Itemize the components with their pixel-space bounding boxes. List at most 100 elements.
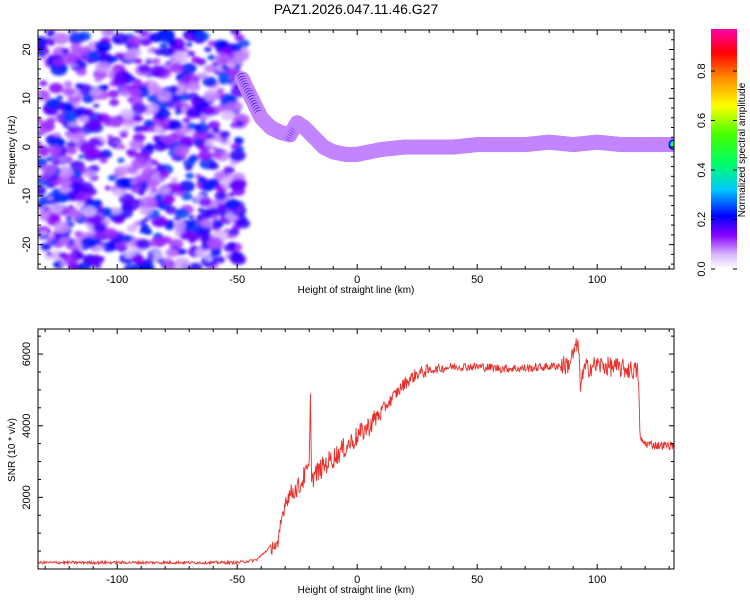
x-tick-label: -50 (229, 274, 245, 286)
x-tick-label: -100 (106, 274, 128, 286)
noise-blob (179, 135, 195, 147)
noise-blob (186, 223, 197, 231)
noise-blob (209, 248, 221, 257)
noise-blob (75, 67, 87, 76)
noise-blob (60, 103, 75, 114)
noise-blob (133, 57, 143, 65)
noise-blob (62, 112, 78, 123)
noise-blob (203, 90, 220, 102)
noise-blob (53, 132, 61, 138)
noise-blob (221, 47, 233, 56)
noise-blob (213, 39, 228, 50)
noise-blob (65, 215, 73, 221)
noise-blob (173, 257, 191, 269)
noise-blob (78, 154, 85, 159)
noise-blob (93, 263, 102, 269)
noise-blob (198, 197, 212, 207)
y-tick-label: -10 (21, 188, 33, 204)
noise-blob (68, 32, 85, 44)
spectrogram-y-axis: -20 -10 0 10 20 (21, 29, 674, 265)
noise-blob (94, 76, 103, 83)
noise-blob (93, 222, 107, 233)
noise-blob (38, 50, 45, 57)
colorbar-gradient (711, 29, 737, 269)
noise-blob (200, 218, 213, 228)
noise-blob (234, 64, 242, 69)
noise-blob (140, 38, 152, 47)
x-tick-label: 100 (588, 574, 606, 586)
noise-blob (220, 217, 228, 223)
noise-blob (132, 133, 146, 143)
noise-blob (62, 87, 75, 96)
noise-blob (66, 141, 77, 149)
noise-blob (130, 186, 140, 193)
x-tick-label: 50 (471, 274, 483, 286)
noise-blob (234, 34, 245, 42)
snr-x-label: Height of straight line (km) (298, 585, 415, 596)
noise-blob (139, 196, 157, 209)
noise-blob (146, 48, 153, 54)
noise-blob (180, 105, 188, 111)
noise-blob (229, 149, 246, 162)
y-tick-label: 10 (21, 92, 33, 104)
noise-blob (169, 85, 179, 93)
noise-blob (208, 162, 219, 170)
noise-blob (107, 134, 113, 139)
noise-blob (197, 228, 206, 235)
noise-blob (189, 219, 198, 226)
noise-blob (81, 94, 94, 104)
noise-blob (119, 144, 126, 150)
noise-blob (41, 151, 48, 157)
x-tick-label: 0 (354, 574, 360, 586)
noise-blob (39, 80, 48, 87)
noise-blob (145, 59, 153, 65)
noise-blob (174, 155, 183, 162)
noise-blob (41, 164, 57, 176)
noise-blob (117, 157, 125, 164)
noise-blob (215, 53, 231, 65)
noise-blob (219, 130, 231, 139)
noise-blob (227, 192, 235, 198)
noise-blob (163, 257, 171, 263)
colorbar-ticks: 0.0 0.2 0.4 0.6 0.8 (696, 63, 737, 277)
noise-blob (152, 135, 162, 142)
noise-blob (125, 118, 135, 125)
snr-plot-frame (37, 328, 675, 570)
noise-blob (96, 113, 111, 123)
noise-blob (112, 76, 128, 87)
noise-blob (69, 181, 82, 190)
noise-blob (46, 31, 54, 37)
noise-blob (202, 76, 217, 87)
colorbar: 0.0 0.2 0.4 0.6 0.8 Normalized spectral ampl… (696, 29, 748, 277)
x-tick-label: -100 (106, 574, 128, 586)
noise-blob (45, 156, 54, 162)
noise-blob (78, 115, 89, 123)
noise-blob (230, 30, 241, 35)
noise-blob (112, 189, 124, 197)
noise-blob (215, 256, 226, 264)
noise-blob (123, 198, 141, 211)
noise-blob (147, 94, 160, 103)
noise-blob (99, 149, 113, 159)
noise-blob (136, 239, 151, 250)
noise-blob (84, 118, 101, 131)
noise-blob (61, 53, 78, 65)
noise-blob (237, 39, 250, 48)
noise-blob (181, 192, 193, 201)
noise-blob (188, 262, 203, 269)
noise-blob (127, 36, 143, 47)
noise-blob (200, 115, 208, 121)
noise-blob (151, 187, 158, 193)
noise-blob (123, 263, 137, 269)
noise-blob (186, 122, 196, 130)
noise-blob (211, 215, 218, 221)
noise-blob (127, 149, 139, 158)
noise-blob (143, 119, 155, 128)
noise-blob (59, 236, 71, 245)
noise-blob (153, 142, 167, 152)
noise-blob (198, 150, 212, 161)
noise-blob (91, 247, 98, 252)
noise-blob (40, 242, 52, 251)
noise-blob (186, 42, 193, 47)
noise-blob (101, 84, 110, 90)
